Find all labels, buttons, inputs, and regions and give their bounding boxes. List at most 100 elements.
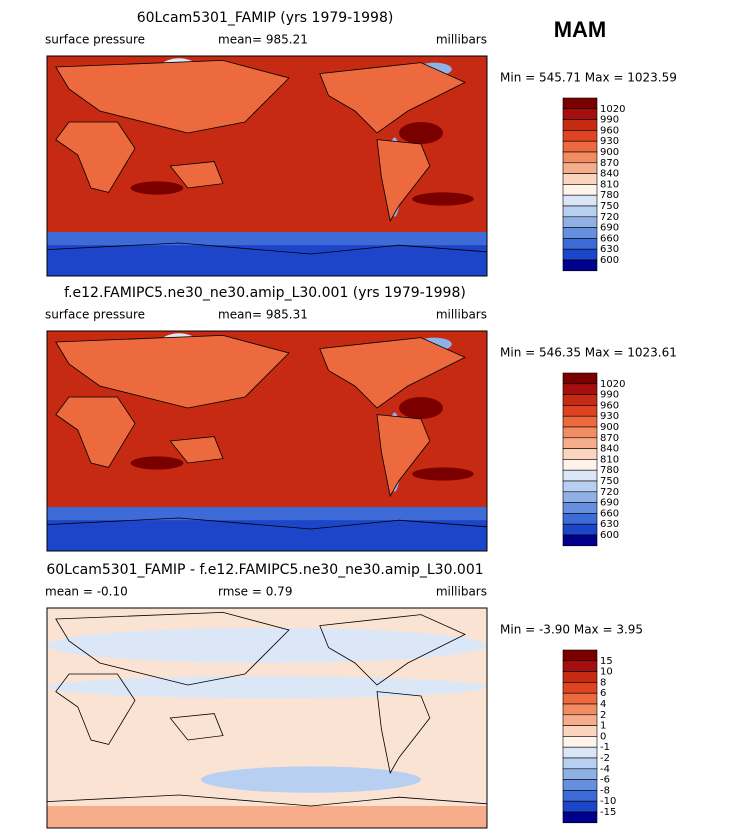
colorbar-label: 990 bbox=[600, 115, 619, 126]
colorbar-box bbox=[562, 238, 598, 250]
colorbar-label: 690 bbox=[600, 223, 619, 234]
colorbar-box bbox=[562, 140, 598, 153]
panel-title: f.e12.FAMIPC5.ne30_ne30.amip_L30.001 (yr… bbox=[64, 285, 466, 301]
colorbar-label: -8 bbox=[600, 785, 610, 796]
min-max: Min = 546.35 Max = 1023.61 bbox=[500, 346, 677, 360]
high bbox=[130, 456, 184, 470]
colorbar-box bbox=[562, 660, 598, 672]
colorbar-label: 600 bbox=[600, 530, 619, 541]
australia bbox=[169, 161, 224, 189]
colorbar-box bbox=[562, 768, 598, 780]
panel: 60Lcam5301_FAMIP (yrs 1979-1998) surface … bbox=[45, 10, 677, 277]
colorbar-box bbox=[562, 534, 598, 547]
colorbar-box bbox=[562, 682, 598, 694]
units-label: millibars bbox=[436, 33, 487, 47]
colorbar-box bbox=[562, 779, 598, 791]
high bbox=[399, 397, 443, 419]
map-frame bbox=[46, 607, 488, 829]
colorbar-box bbox=[562, 259, 598, 272]
australia bbox=[169, 713, 224, 741]
left-label: surface pressure bbox=[45, 308, 145, 322]
colorbar-box bbox=[562, 405, 598, 417]
colorbar-box bbox=[562, 372, 598, 385]
colorbar-label: 1020 bbox=[600, 379, 625, 390]
colorbar-box bbox=[562, 383, 598, 395]
min-max: Min = -3.90 Max = 3.95 bbox=[500, 623, 643, 637]
colorbar-box bbox=[562, 415, 598, 428]
colorbar-label: 780 bbox=[600, 465, 619, 476]
south-america bbox=[376, 691, 431, 775]
colorbar-label: 840 bbox=[600, 444, 619, 455]
colorbar-label: 990 bbox=[600, 390, 619, 401]
south-america bbox=[376, 414, 431, 498]
colorbar-box bbox=[562, 811, 598, 824]
colorbar-box bbox=[562, 459, 598, 471]
colorbar-box bbox=[562, 151, 598, 164]
center-label: rmse = 0.79 bbox=[218, 585, 292, 599]
colorbar-box bbox=[562, 426, 598, 439]
south-america bbox=[376, 139, 431, 223]
high bbox=[412, 467, 474, 481]
colorbar-label: -2 bbox=[600, 753, 610, 764]
colorbar-box bbox=[562, 523, 598, 536]
colorbar-box bbox=[562, 448, 598, 460]
anomaly-band bbox=[47, 806, 487, 828]
north-america bbox=[319, 614, 466, 686]
colorbar-box bbox=[562, 800, 598, 813]
anomaly-band bbox=[47, 627, 487, 664]
map-frame bbox=[46, 55, 488, 277]
colorbar-label: 4 bbox=[600, 699, 606, 710]
units-label: millibars bbox=[436, 585, 487, 599]
colorbar-box bbox=[562, 437, 598, 449]
colorbar-label: 690 bbox=[600, 498, 619, 509]
colorbar-label: 900 bbox=[600, 147, 619, 158]
colorbar-label: 810 bbox=[600, 179, 619, 190]
colorbar-box bbox=[562, 736, 598, 748]
colorbar-label: 600 bbox=[600, 255, 619, 266]
colorbar-box bbox=[562, 790, 598, 802]
high bbox=[412, 192, 474, 206]
colorbar-box bbox=[562, 480, 598, 493]
colorbar-box bbox=[562, 248, 598, 261]
min-max: Min = 545.71 Max = 1023.59 bbox=[500, 71, 677, 85]
colorbar-box bbox=[562, 216, 598, 228]
eurasia bbox=[55, 334, 290, 409]
colorbar-box bbox=[562, 513, 598, 525]
antarctica-coast bbox=[46, 794, 488, 807]
high bbox=[130, 181, 184, 195]
colorbar-label: -6 bbox=[600, 775, 610, 786]
colorbar-box bbox=[562, 469, 598, 482]
colorbar-label: 660 bbox=[600, 233, 619, 244]
colorbar-box bbox=[562, 108, 598, 120]
eurasia bbox=[55, 59, 290, 134]
colorbar-box bbox=[562, 119, 598, 131]
colorbar-label: 2 bbox=[600, 710, 606, 721]
africa bbox=[55, 673, 136, 745]
colorbar-label: -1 bbox=[600, 742, 610, 753]
colorbar-box bbox=[562, 746, 598, 759]
colorbar-label: 840 bbox=[600, 169, 619, 180]
left-label: surface pressure bbox=[45, 33, 145, 47]
colorbar-box bbox=[562, 649, 598, 662]
anomaly-band bbox=[47, 676, 487, 699]
australia bbox=[169, 436, 224, 464]
panel: f.e12.FAMIPC5.ne30_ne30.amip_L30.001 (yr… bbox=[45, 285, 677, 552]
units-label: millibars bbox=[436, 308, 487, 322]
colorbar-label: 720 bbox=[600, 487, 619, 498]
antarctica-coast bbox=[46, 517, 488, 530]
panel: 60Lcam5301_FAMIP - f.e12.FAMIPC5.ne30_ne… bbox=[45, 562, 643, 829]
center-label: mean= 985.31 bbox=[218, 308, 308, 322]
colorbar-box bbox=[562, 205, 598, 218]
colorbar-box bbox=[562, 671, 598, 683]
left-label: mean = -0.10 bbox=[45, 585, 128, 599]
colorbar-box bbox=[562, 184, 598, 196]
colorbar-label: -10 bbox=[600, 796, 616, 807]
colorbar-label: 960 bbox=[600, 125, 619, 136]
antarctica-coast bbox=[46, 242, 488, 255]
colorbar-label: 930 bbox=[600, 136, 619, 147]
high bbox=[399, 122, 443, 144]
colorbar-label: 1 bbox=[600, 721, 606, 732]
eurasia bbox=[55, 611, 290, 686]
panel-title: 60Lcam5301_FAMIP (yrs 1979-1998) bbox=[137, 10, 394, 26]
